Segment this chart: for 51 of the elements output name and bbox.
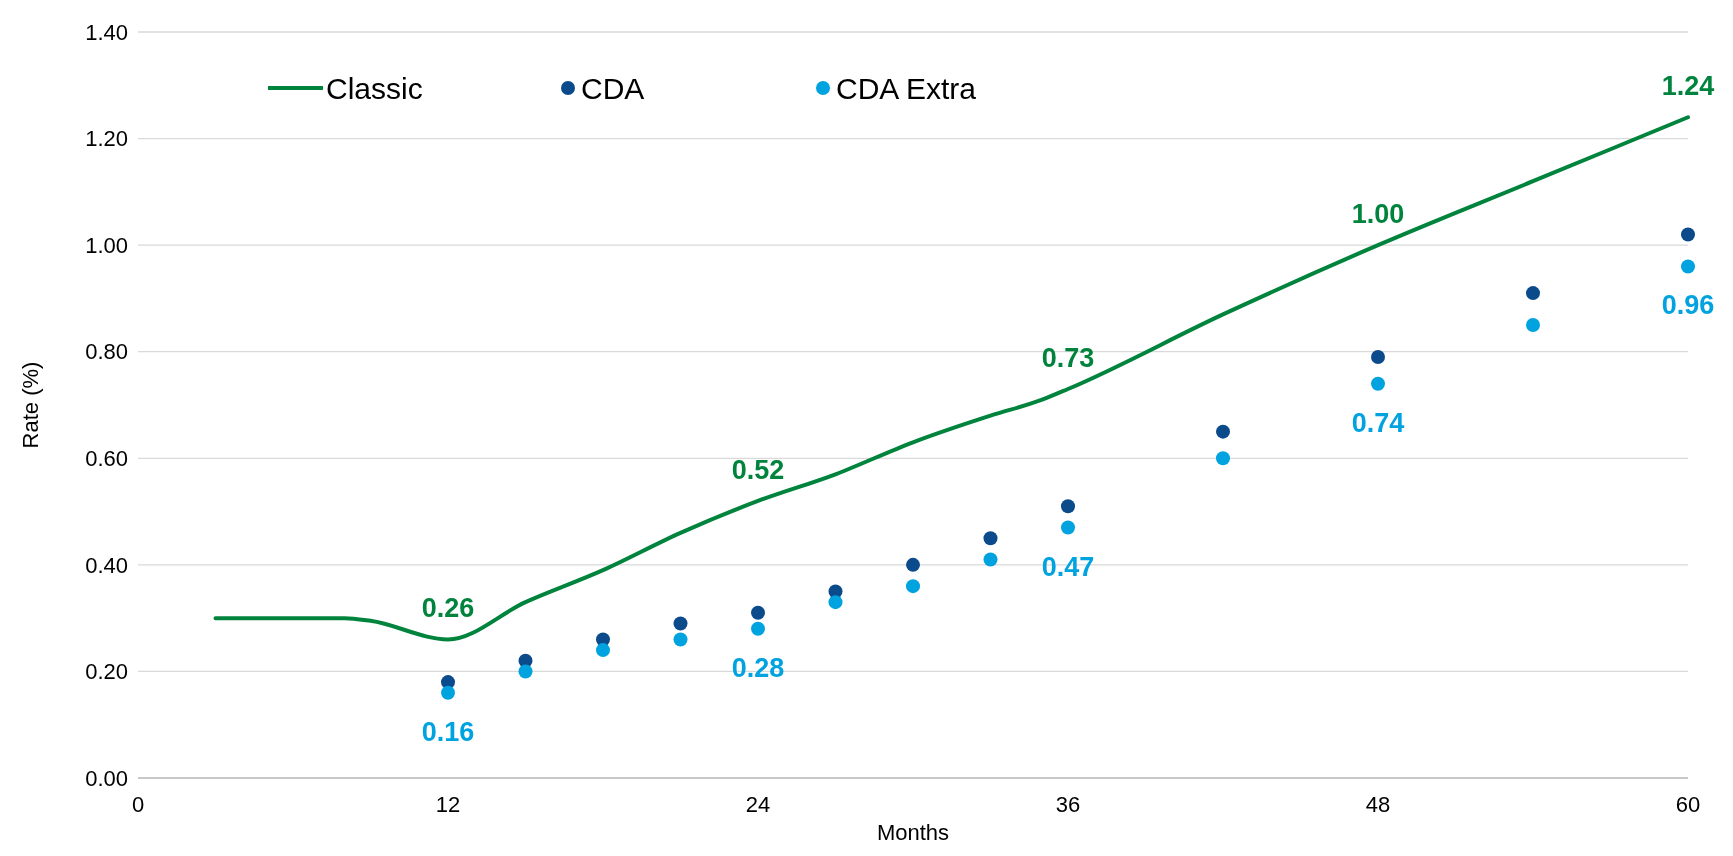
point — [1216, 424, 1230, 439]
x-tick-label: 48 — [1365, 792, 1391, 817]
point — [518, 664, 533, 679]
point — [1526, 286, 1540, 301]
point — [983, 531, 998, 546]
point — [1681, 227, 1695, 242]
point — [751, 621, 765, 636]
point — [1681, 259, 1695, 274]
y-tick-label: 0.80 — [85, 339, 128, 365]
x-tick-label: 24 — [745, 792, 771, 817]
data-label: 0.74 — [1351, 407, 1405, 438]
legend-label: CDA Extra — [836, 71, 977, 105]
data-label: 0.73 — [1041, 343, 1095, 374]
point — [441, 685, 455, 700]
x-tick-label: 60 — [1675, 792, 1701, 817]
point — [1216, 451, 1230, 466]
point — [1061, 499, 1075, 514]
point — [1061, 520, 1075, 535]
point — [673, 632, 688, 647]
x-tick-label: 0 — [131, 792, 145, 817]
legend-label: CDA — [581, 71, 645, 105]
data-label: 0.26 — [421, 593, 475, 624]
point — [673, 616, 688, 631]
point — [906, 579, 920, 594]
x-tick-label: 12 — [435, 792, 461, 817]
point — [828, 595, 843, 610]
point — [983, 552, 998, 567]
data-label: 0.96 — [1661, 290, 1715, 321]
y-tick-label: 1.20 — [85, 126, 128, 152]
x-axis-title: Months — [876, 820, 950, 845]
y-tick-label: 1.40 — [85, 19, 128, 45]
data-label: 0.28 — [731, 652, 785, 683]
data-label: 1.24 — [1661, 71, 1715, 102]
y-tick-label: 1.00 — [85, 232, 128, 258]
legend-label: Classic — [326, 71, 423, 105]
y-tick-label: 0.00 — [85, 765, 128, 791]
data-label: 0.16 — [421, 716, 475, 747]
point — [1371, 376, 1385, 391]
point — [596, 643, 610, 658]
y-tick-label: 0.60 — [85, 445, 128, 471]
y-tick-label: 0.40 — [85, 552, 128, 578]
point — [1526, 318, 1540, 333]
point — [751, 605, 765, 620]
data-label: 0.52 — [731, 454, 785, 485]
data-label: 0.47 — [1041, 551, 1095, 582]
point — [906, 557, 920, 572]
y-tick-label: 0.20 — [85, 659, 128, 685]
point — [1371, 350, 1385, 365]
data-label: 1.00 — [1351, 199, 1405, 230]
x-tick-label: 36 — [1055, 792, 1081, 817]
y-axis-title: Rate (%) — [18, 361, 43, 449]
